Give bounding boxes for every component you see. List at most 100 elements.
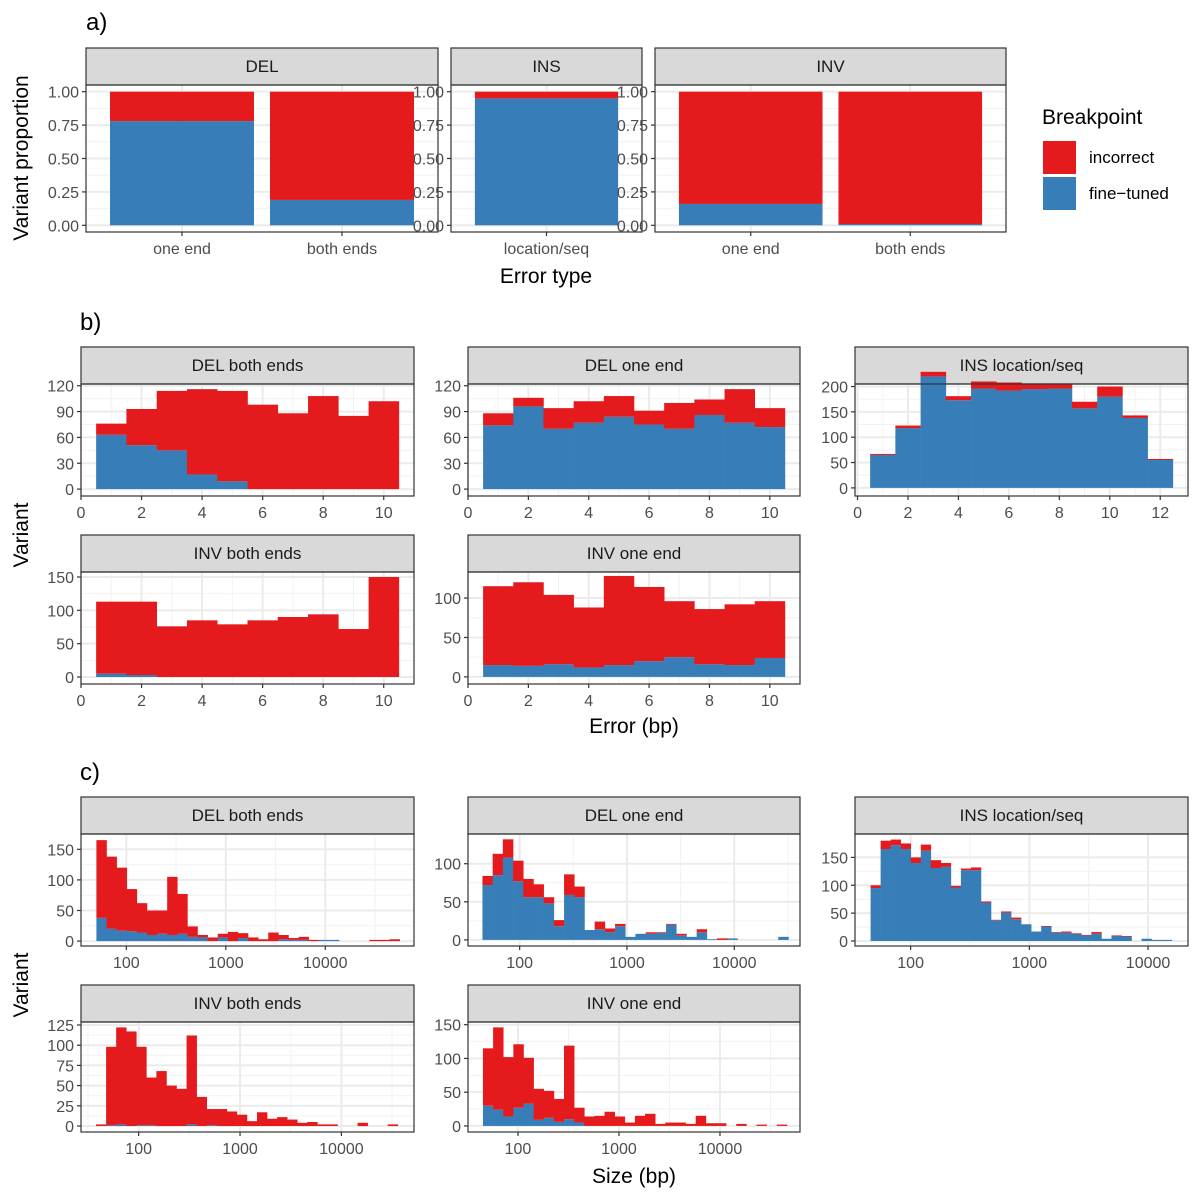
bar-fine-tuned xyxy=(1101,938,1112,941)
bar-fine-tuned xyxy=(217,937,229,942)
bar-incorrect xyxy=(187,926,198,937)
bar-fine-tuned xyxy=(1097,396,1123,488)
b-facet-inv-one-end: INV one end 0 50 100 0 2 4 6 8 10 xyxy=(434,534,801,710)
bar-fine-tuned xyxy=(96,673,127,677)
bar-incorrect xyxy=(543,408,574,429)
bar-incorrect xyxy=(533,884,544,898)
bar-incorrect xyxy=(96,840,107,918)
bar-fine-tuned xyxy=(573,422,605,490)
bar-fine-tuned xyxy=(678,203,823,226)
bar-incorrect xyxy=(666,923,677,925)
b-facet-inv-one-end-strip xyxy=(467,534,801,573)
bar-incorrect xyxy=(116,1027,127,1125)
bar-incorrect xyxy=(584,1116,595,1126)
b-facet-ins-location-seq-x-tick-label: 2 xyxy=(904,505,913,522)
bar-incorrect xyxy=(574,1107,585,1123)
bar-fine-tuned xyxy=(930,867,942,941)
b-facet-inv-one-end-x-tick-label: 8 xyxy=(705,693,714,710)
b-facet-inv-both-ends: INV both ends 0 50 100 150 0 2 4 6 8 10 xyxy=(47,534,415,710)
b-facet-inv-one-end-x-tick-label: 10 xyxy=(761,693,779,710)
legend-key-fine-tuned xyxy=(1043,177,1076,210)
bar-incorrect xyxy=(96,601,127,674)
a-facet-inv-y-tick-label: 0.75 xyxy=(617,118,648,135)
b-facet-ins-location-seq: INS location/seq 0 50 100 150 200 0 2 4 6 8 10 12 xyxy=(821,346,1189,522)
bar-fine-tuned xyxy=(318,939,330,942)
a-facet-del-x-tick-label: one end xyxy=(153,241,211,258)
bar-fine-tuned xyxy=(483,425,514,490)
bar-fine-tuned xyxy=(126,675,157,677)
bar-incorrect xyxy=(136,903,148,933)
b-facet-del-one-end-x-tick-label: 8 xyxy=(705,505,714,522)
bar-incorrect xyxy=(288,938,299,940)
bar-fine-tuned xyxy=(217,481,248,490)
bar-fine-tuned xyxy=(940,866,952,941)
c-facet-inv-one-end-y-tick-label: 100 xyxy=(434,1051,461,1068)
bar-incorrect xyxy=(368,401,400,490)
bar-incorrect xyxy=(696,929,708,933)
bar-fine-tuned xyxy=(298,939,310,942)
bar-fine-tuned xyxy=(950,887,962,941)
bar-incorrect xyxy=(308,396,339,490)
c-facet-inv-one-end-y-tick-label: 50 xyxy=(443,1085,461,1102)
c-facet-inv-both-ends-y-tick-label: 100 xyxy=(47,1038,74,1055)
bar-fine-tuned xyxy=(754,427,786,490)
c-facet-del-both-ends-panel-border xyxy=(80,833,415,947)
bar-incorrect xyxy=(1011,917,1022,920)
bar-incorrect xyxy=(278,934,289,940)
b-facet-del-one-end-x-tick-label: 6 xyxy=(645,505,654,522)
bar-incorrect xyxy=(724,604,756,666)
c-facet-del-both-ends-strip xyxy=(80,796,415,835)
bar-incorrect xyxy=(270,91,414,200)
bar-fine-tuned xyxy=(543,428,574,490)
c-facet-ins-location-seq-y-tick-label: 100 xyxy=(821,878,848,895)
b-facet-del-one-end: DEL one end 0 30 60 90 120 0 2 4 6 8 10 xyxy=(434,346,801,522)
bar-incorrect xyxy=(996,382,1022,391)
bar-incorrect xyxy=(298,936,310,940)
bar-fine-tuned xyxy=(996,390,1022,488)
bar-incorrect xyxy=(1061,931,1072,933)
bar-incorrect xyxy=(564,874,575,895)
c-facet-ins-location-seq-y-tick-label: 150 xyxy=(821,850,848,867)
b-facet-inv-both-ends-x-tick-label: 6 xyxy=(258,693,267,710)
bar-fine-tuned xyxy=(980,902,992,941)
b-facet-del-one-end-x-tick-label: 2 xyxy=(524,505,533,522)
bar-fine-tuned xyxy=(1071,408,1098,488)
bar-fine-tuned xyxy=(136,1125,147,1127)
bar-incorrect xyxy=(678,91,823,204)
bar-incorrect xyxy=(96,1124,107,1127)
b-facet-inv-one-end-x-tick-label: 4 xyxy=(584,693,593,710)
bar-fine-tuned xyxy=(543,1117,555,1126)
bar-fine-tuned xyxy=(634,661,665,677)
bar-incorrect xyxy=(776,1124,788,1126)
b-facet-del-both-ends-y-tick-label: 30 xyxy=(56,456,74,473)
b-facet-del-one-end-y-tick-label: 90 xyxy=(443,405,461,422)
bar-incorrect xyxy=(308,939,320,942)
bar-fine-tuned xyxy=(727,938,738,940)
bar-fine-tuned xyxy=(1046,388,1073,488)
bar-fine-tuned xyxy=(126,931,138,942)
bar-incorrect xyxy=(368,577,400,677)
bar-incorrect xyxy=(1051,932,1062,933)
bar-incorrect xyxy=(167,876,178,935)
bar-incorrect xyxy=(1001,911,1012,913)
bar-fine-tuned xyxy=(156,450,188,490)
bar-fine-tuned xyxy=(1081,935,1092,941)
bar-fine-tuned xyxy=(960,870,972,941)
c-facet-del-both-ends-y-tick-label: 50 xyxy=(56,904,74,921)
legend-label-fine-tuned: fine−tuned xyxy=(1089,184,1169,203)
b-facet-ins-location-seq-y-tick-label: 200 xyxy=(821,380,848,397)
bar-incorrect xyxy=(940,862,952,867)
b-facet-del-one-end-x-tick-label: 0 xyxy=(464,505,473,522)
bar-incorrect xyxy=(126,889,138,932)
bar-incorrect xyxy=(705,1123,717,1126)
c-facet-inv-one-end-x-tick-label: 1000 xyxy=(601,1141,637,1158)
bar-fine-tuned xyxy=(694,664,725,677)
bar-fine-tuned xyxy=(1071,933,1082,941)
c-facet-inv-one-end-y-tick-label: 150 xyxy=(434,1018,461,1035)
bar-incorrect xyxy=(237,933,249,939)
bar-incorrect xyxy=(553,1098,565,1122)
bar-fine-tuned xyxy=(666,924,677,940)
bar-fine-tuned xyxy=(483,665,514,677)
bar-incorrect xyxy=(369,939,380,942)
b-facet-ins-location-seq-strip-label: INS location/seq xyxy=(960,356,1084,375)
